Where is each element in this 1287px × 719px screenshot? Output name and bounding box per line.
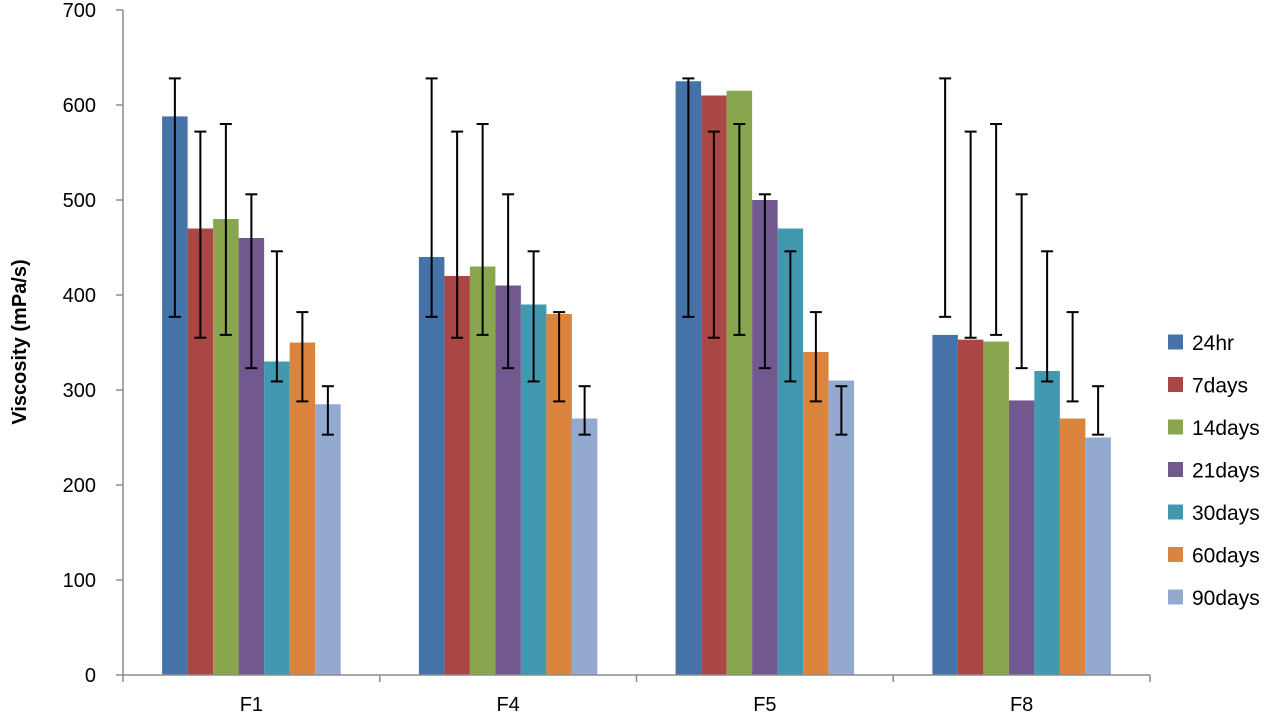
- bar-30days-F8: [1034, 371, 1060, 675]
- bar-90days-F4: [571, 418, 598, 675]
- legend-label: 7days: [1192, 375, 1248, 398]
- error-bar-90days-F1: [321, 385, 334, 436]
- y-tick-label: 0: [85, 665, 96, 687]
- error-bar-7days-F4: [451, 130, 464, 339]
- error-bar-7days-F8: [964, 130, 977, 339]
- error-bar-21days-F8: [1015, 193, 1028, 370]
- error-bar-24hr-F8: [939, 77, 952, 318]
- legend-swatch: [1168, 589, 1183, 605]
- y-tick-label: 400: [63, 285, 96, 307]
- error-bar-7days-F5: [707, 130, 720, 339]
- legend-item-7days: 7days: [1168, 375, 1248, 398]
- error-bar-7days-F1: [194, 130, 207, 339]
- y-tick-label: 600: [63, 95, 96, 117]
- x-tick-label-F1: F1: [240, 694, 263, 716]
- bar-21days-F8: [1008, 400, 1035, 675]
- error-bar-21days-F4: [502, 193, 515, 370]
- x-tick-label-F8: F8: [1010, 694, 1033, 716]
- error-bars-layer: [168, 77, 1105, 436]
- legend-item-30days: 30days: [1168, 502, 1260, 525]
- bars-layer: [162, 81, 1111, 675]
- legend-swatch: [1168, 462, 1183, 477]
- y-axis-label: Viscosity (mPa/s): [9, 259, 31, 424]
- y-tick-label: 300: [63, 380, 96, 402]
- legend-label: 60days: [1192, 545, 1260, 568]
- bar-60days-F5: [803, 352, 829, 675]
- error-bar-21days-F5: [758, 193, 771, 370]
- legend: 24hr 7days 14days 21days 30days 60days 90days: [1168, 332, 1260, 610]
- error-bar-60days-F8: [1066, 311, 1079, 403]
- error-bar-90days-F8: [1092, 385, 1105, 436]
- error-bar-14days-F8: [990, 123, 1003, 336]
- legend-item-14days: 14days: [1168, 417, 1260, 440]
- bar-60days-F8: [1059, 418, 1086, 675]
- error-bar-30days-F8: [1041, 250, 1054, 383]
- legend-label: 14days: [1192, 417, 1260, 440]
- error-bar-60days-F1: [296, 311, 309, 403]
- bar-14days-F8: [983, 341, 1009, 675]
- x-tick-label-F4: F4: [496, 694, 519, 716]
- x-ticks-layer: F1 F4 F5 F8: [122, 675, 1151, 716]
- legend-item-60days: 60days: [1168, 545, 1260, 568]
- legend-swatch: [1168, 504, 1183, 520]
- bar-24hr-F8: [932, 334, 958, 675]
- legend-label: 90days: [1192, 587, 1260, 610]
- y-tick-label: 200: [63, 475, 96, 497]
- error-bar-14days-F5: [733, 123, 746, 336]
- y-ticks-layer: 0 100 200 300 400 500 600 700: [63, 0, 123, 687]
- error-bar-90days-F4: [578, 385, 591, 436]
- legend-item-90days: 90days: [1168, 587, 1260, 610]
- y-tick-label: 500: [63, 190, 96, 212]
- error-bar-14days-F4: [476, 123, 489, 336]
- error-bar-24hr-F4: [425, 77, 438, 318]
- legend-swatch: [1168, 547, 1183, 562]
- error-bar-21days-F1: [245, 193, 258, 370]
- legend-label: 24hr: [1192, 332, 1234, 355]
- error-bar-90days-F5: [835, 385, 848, 436]
- legend-swatch: [1168, 377, 1183, 392]
- bar-30days-F1: [264, 361, 290, 675]
- error-bar-30days-F4: [527, 250, 540, 383]
- bar-7days-F8: [957, 339, 984, 675]
- bar-7days-F4: [444, 276, 470, 675]
- y-tick-label: 700: [63, 0, 96, 22]
- error-bar-24hr-F1: [168, 77, 181, 318]
- legend-item-24hr: 24hr: [1168, 332, 1234, 355]
- x-tick-label-F5: F5: [753, 694, 776, 716]
- error-bar-60days-F4: [553, 311, 566, 403]
- y-tick-label: 100: [63, 570, 96, 592]
- bar-90days-F8: [1085, 437, 1111, 675]
- error-bar-24hr-F5: [682, 77, 695, 318]
- legend-swatch: [1168, 419, 1183, 435]
- legend-swatch: [1168, 334, 1183, 350]
- legend-label: 21days: [1192, 460, 1260, 483]
- legend-item-21days: 21days: [1168, 460, 1260, 483]
- error-bar-30days-F5: [784, 250, 797, 383]
- bar-24hr-F4: [418, 257, 445, 675]
- error-bar-30days-F1: [270, 250, 283, 383]
- bar-90days-F1: [315, 404, 341, 675]
- error-bar-60days-F5: [809, 311, 822, 403]
- error-bar-14days-F1: [219, 123, 232, 336]
- legend-label: 30days: [1192, 502, 1260, 525]
